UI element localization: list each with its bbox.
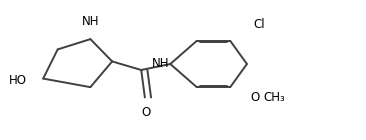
- Text: HO: HO: [9, 74, 27, 87]
- Text: NH: NH: [82, 16, 99, 28]
- Text: CH₃: CH₃: [263, 91, 285, 104]
- Text: O: O: [141, 106, 150, 119]
- Text: NH: NH: [152, 58, 169, 71]
- Text: Cl: Cl: [254, 18, 265, 31]
- Text: O: O: [250, 91, 259, 104]
